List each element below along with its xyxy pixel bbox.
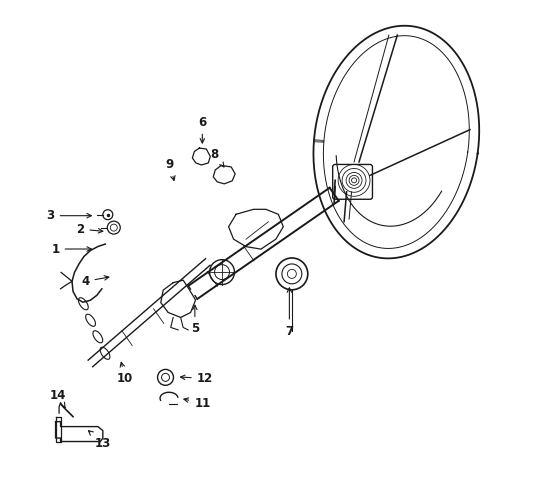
Text: 10: 10 (117, 362, 134, 385)
Text: 9: 9 (166, 158, 175, 181)
Text: 13: 13 (89, 431, 111, 450)
Text: 2: 2 (76, 223, 103, 235)
Text: 14: 14 (50, 389, 66, 407)
Text: 7: 7 (285, 288, 294, 338)
Text: 12: 12 (180, 372, 213, 385)
Text: 3: 3 (46, 209, 91, 222)
Text: 1: 1 (51, 242, 91, 256)
Text: 11: 11 (184, 397, 210, 410)
Text: 8: 8 (210, 148, 224, 167)
Text: 4: 4 (81, 275, 109, 288)
Text: 6: 6 (198, 116, 207, 143)
Text: 5: 5 (191, 305, 199, 335)
